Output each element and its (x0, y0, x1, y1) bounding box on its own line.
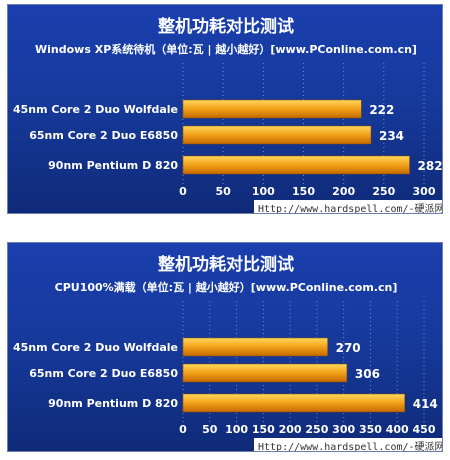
bar (182, 337, 328, 357)
x-tick-label: 100 (252, 185, 275, 198)
grid-lines (182, 301, 425, 423)
chart-svg-standby: 整机功耗对比测试 Windows XP系统待机（单位:瓦 | 越小越好）[www… (13, 16, 443, 214)
watermark-text: Http://www.hardspell.com/-硬派网 (258, 203, 443, 214)
category-label: 65nm Core 2 Duo E6850 (29, 367, 178, 380)
x-tick-label: 200 (332, 185, 355, 198)
bars (182, 99, 410, 175)
bar (182, 363, 348, 383)
chart-title: 整机功耗对比测试 (158, 254, 294, 275)
chart-panel-fullload: 整机功耗对比测试 CPU100%满载（单位:瓦 | 越小越好）[www.PCon… (7, 242, 443, 452)
value-labels: 222 234 282 (369, 103, 442, 173)
bar (182, 125, 372, 145)
watermark-background (254, 200, 442, 213)
chart-panel-standby: 整机功耗对比测试 Windows XP系统待机（单位:瓦 | 越小越好）[www… (7, 4, 443, 214)
x-axis-ticks: 0 50 100 150 200 250 300 (179, 185, 436, 198)
chart-subtitle: Windows XP系统待机（单位:瓦 | 越小越好）[www.PConline… (35, 42, 417, 56)
value-label: 282 (418, 159, 443, 173)
category-label: 65nm Core 2 Duo E6850 (29, 129, 178, 142)
value-label: 234 (379, 129, 404, 143)
chart-svg-fullload: 整机功耗对比测试 CPU100%满载（单位:瓦 | 越小越好）[www.PCon… (13, 254, 443, 452)
watermark-text: Http://www.hardspell.com/-硬派网 (258, 441, 443, 452)
x-tick-label: 50 (202, 423, 218, 436)
x-tick-label: 150 (252, 423, 275, 436)
x-tick-label: 100 (225, 423, 248, 436)
x-tick-label: 150 (292, 185, 315, 198)
category-label: 90nm Pentium D 820 (48, 397, 178, 410)
x-tick-label: 300 (413, 185, 436, 198)
chart-title: 整机功耗对比测试 (158, 16, 294, 37)
x-tick-label: 50 (216, 185, 232, 198)
chart-subtitle: CPU100%满载（单位:瓦 | 越小越好）[www.PConline.com.… (55, 280, 398, 294)
x-tick-label: 350 (359, 423, 382, 436)
x-tick-label: 200 (279, 423, 302, 436)
x-tick-label: 250 (372, 185, 395, 198)
x-tick-label: 450 (413, 423, 436, 436)
value-label: 270 (336, 341, 361, 355)
bar (182, 99, 362, 119)
value-label: 306 (355, 367, 380, 381)
grid-lines (182, 63, 425, 185)
bar (182, 155, 410, 175)
category-labels: 45nm Core 2 Duo Wolfdale 65nm Core 2 Duo … (13, 341, 178, 410)
category-label: 45nm Core 2 Duo Wolfdale (13, 341, 178, 354)
x-tick-label: 0 (179, 423, 187, 436)
x-axis-ticks: 0 50 100 150 200 250 300 350 400 450 (179, 423, 436, 436)
watermark-background (254, 438, 442, 451)
category-label: 90nm Pentium D 820 (48, 159, 178, 172)
category-labels: 45nm Core 2 Duo Wolfdale 65nm Core 2 Duo … (13, 103, 178, 172)
value-label: 414 (413, 397, 438, 411)
x-tick-label: 400 (386, 423, 409, 436)
value-labels: 270 306 414 (336, 341, 438, 411)
category-label: 45nm Core 2 Duo Wolfdale (13, 103, 178, 116)
x-tick-label: 0 (179, 185, 187, 198)
x-tick-label: 250 (305, 423, 328, 436)
value-label: 222 (369, 103, 394, 117)
bars (182, 337, 405, 413)
x-tick-label: 300 (332, 423, 355, 436)
bar (182, 393, 405, 413)
